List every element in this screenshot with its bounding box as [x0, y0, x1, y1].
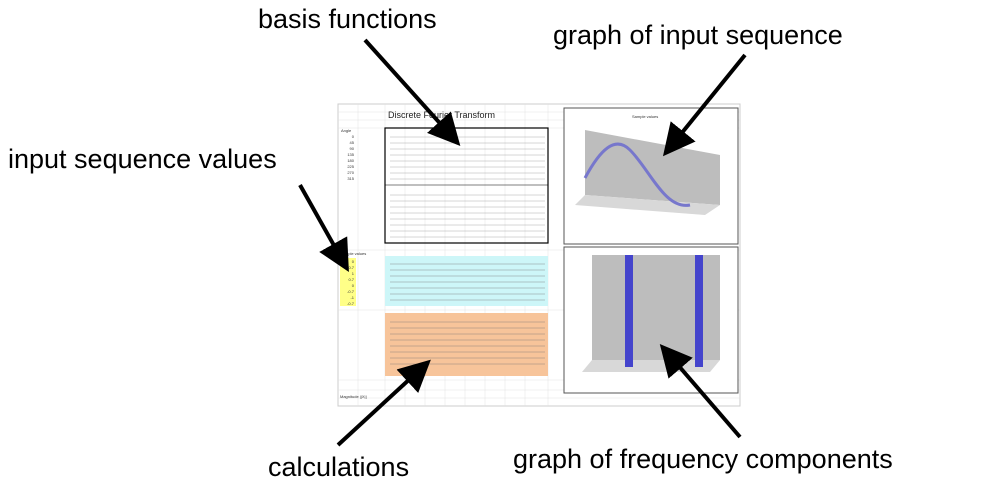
angle-cell: 90 — [350, 146, 355, 151]
annotation: input sequence values — [8, 144, 277, 174]
annotation: basis functions — [258, 4, 437, 34]
sample-cell: -0.7 — [347, 289, 355, 294]
angle-cell: 45 — [350, 140, 355, 145]
sheet-title: Discrete Fourier Transform — [388, 110, 495, 120]
annotated-screenshot: Discrete Fourier Transform Angle Sample … — [0, 0, 982, 484]
annotation: calculations — [268, 452, 409, 482]
sample-cell: -0.7 — [347, 301, 355, 306]
calc-sin — [385, 256, 548, 306]
angle-cell: 225 — [347, 164, 354, 169]
magnitude-label: Magnitude ||X|| — [340, 394, 367, 399]
page: Discrete Fourier Transform Angle Sample … — [0, 0, 982, 484]
sample-cell: 0.7 — [348, 265, 354, 270]
sample-header: Sample values — [340, 251, 366, 256]
annotation: graph of input sequence — [553, 20, 843, 50]
chart-title: Sample values — [632, 114, 658, 119]
angle-cell: 135 — [347, 152, 354, 157]
calc-cos — [385, 313, 548, 376]
sample-cell: 0.7 — [348, 277, 354, 282]
annotation: graph of frequency components — [513, 444, 893, 474]
angle-header: Angle — [341, 128, 352, 133]
angle-cell: 270 — [347, 170, 354, 175]
angle-cell: 315 — [347, 176, 354, 181]
angle-cell: 180 — [347, 158, 354, 163]
